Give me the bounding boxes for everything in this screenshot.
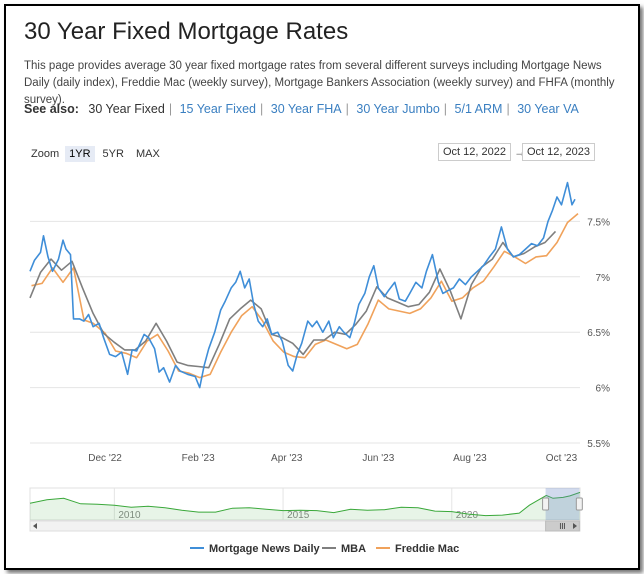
zoom-label: Zoom	[31, 148, 60, 160]
separator: |	[168, 102, 173, 116]
x-axis-ticks: Dec '22 Feb '23 Apr '23 Jun '23 Aug '23 Oct '…	[88, 453, 577, 464]
x-tick-label: Aug '23	[453, 453, 487, 464]
zoom-controls: Zoom 1YR 5YR MAX	[31, 146, 168, 162]
legend-label: Freddie Mac	[395, 543, 459, 555]
see-also-30-year-fixed: 30 Year Fixed	[88, 102, 165, 116]
y-tick-label: 7%	[596, 273, 611, 284]
separator: |	[345, 102, 349, 116]
navigator-tick-label: 2010	[118, 510, 141, 521]
legend-label: MBA	[341, 543, 366, 555]
scrollbar-track	[29, 520, 581, 532]
navigator-frame	[29, 487, 581, 521]
y-tick-label: 7.5%	[587, 217, 610, 228]
y-tick-label: 6.5%	[587, 328, 610, 339]
see-also-30-year-va-link[interactable]: 30 Year VA	[517, 102, 579, 116]
page-title: 30 Year Fixed Mortgage Rates	[24, 18, 349, 45]
legend-label: Mortgage News Daily	[209, 543, 321, 555]
y-axis-ticks: 5.5% 6% 6.5% 7% 7.5%	[587, 217, 610, 450]
date-from-input[interactable]: Oct 12, 2022	[438, 143, 511, 161]
see-also-bar: See also: 30 Year Fixed | 15 Year Fixed | …	[24, 102, 579, 116]
series-mba-line	[29, 230, 557, 369]
navigator-right-handle	[575, 497, 583, 511]
x-tick-label: Jun '23	[362, 453, 394, 464]
navigator-tick-label: 2015	[287, 510, 310, 521]
navigator-tick-label: 2020	[456, 510, 479, 521]
navigator-area	[30, 492, 580, 520]
navigator-line	[29, 491, 581, 517]
y-tick-label: 5.5%	[587, 439, 610, 450]
y-tick-label: 6%	[596, 384, 611, 395]
navigator-selection	[545, 488, 580, 520]
chart-series	[29, 181, 579, 389]
scroll-right-icon	[573, 523, 577, 529]
see-also-5-1-arm-link[interactable]: 5/1 ARM	[454, 102, 503, 116]
page-frame: 30 Year Fixed Mortgage Rates This page p…	[4, 4, 640, 570]
date-to-input[interactable]: Oct 12, 2023	[522, 143, 595, 161]
page-description: This page provides average 30 year fixed…	[24, 60, 615, 106]
x-tick-label: Dec '22	[88, 453, 122, 464]
see-also-30-year-fha-link[interactable]: 30 Year FHA	[270, 102, 342, 116]
navigator: 2010 2015 2020	[29, 487, 583, 532]
see-also-15-year-fixed-link[interactable]: 15 Year Fixed	[179, 102, 257, 116]
scroll-left-icon	[33, 523, 37, 529]
legend: Mortgage News Daily MBA Freddie Mac	[190, 543, 459, 555]
x-tick-label: Feb '23	[182, 453, 215, 464]
see-also-30-year-jumbo-link[interactable]: 30 Year Jumbo	[356, 102, 440, 116]
separator: |	[260, 102, 264, 116]
navigator-left-handle	[542, 497, 550, 511]
rates-chart: 5.5% 6% 6.5% 7% 7.5% Dec '22 Feb '23 Apr '23 Ju…	[29, 181, 610, 555]
see-also-label: See also:	[24, 102, 79, 116]
zoom-5yr-button[interactable]: 5YR	[102, 148, 124, 160]
series-freddie-mac-line	[31, 212, 579, 379]
separator: |	[506, 102, 510, 116]
separator: |	[443, 102, 448, 116]
x-tick-label: Apr '23	[271, 453, 303, 464]
series-mortgage-news-daily-line	[29, 181, 576, 389]
zoom-max-button[interactable]: MAX	[135, 148, 160, 160]
x-tick-label: Oct '23	[546, 453, 578, 464]
zoom-1yr-button[interactable]: 1YR	[65, 146, 95, 162]
